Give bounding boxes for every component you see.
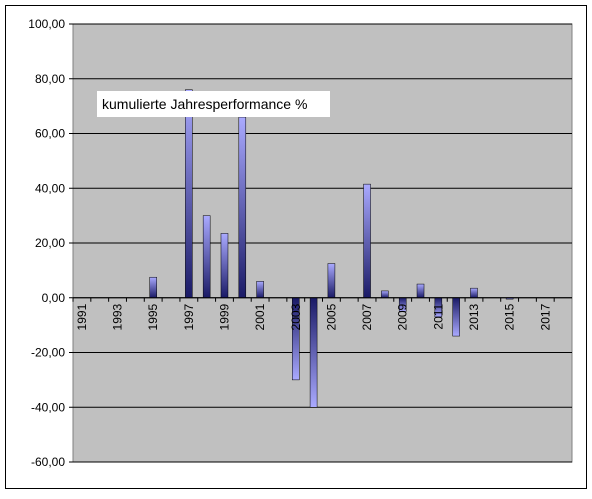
x-tick-label: 2013 bbox=[467, 303, 481, 330]
x-tick-label: 2003 bbox=[289, 303, 303, 330]
annotation: kumulierte Jahresperformance % bbox=[102, 96, 307, 112]
x-tick-label: 2015 bbox=[503, 303, 517, 330]
bar bbox=[381, 290, 389, 298]
y-tick-label: 60,00 bbox=[35, 127, 65, 141]
bar bbox=[185, 89, 193, 298]
bar bbox=[309, 297, 318, 408]
x-tick-label: 2009 bbox=[396, 303, 410, 330]
bar bbox=[363, 183, 371, 298]
grid bbox=[69, 23, 572, 463]
bar bbox=[220, 233, 229, 298]
x-tick-label: 2017 bbox=[538, 303, 552, 330]
y-tick-label: 0,00 bbox=[42, 291, 66, 305]
bar bbox=[149, 276, 157, 298]
bar bbox=[256, 281, 264, 299]
labels: -60,00 -40,00 -20,00 0,00 20,00 40,00 60,00 80,… bbox=[28, 17, 572, 469]
y-tick-label: -40,00 bbox=[31, 400, 65, 414]
bar bbox=[470, 287, 478, 299]
y-tick-label: 20,00 bbox=[35, 236, 65, 250]
annotation-box bbox=[97, 91, 330, 117]
bar bbox=[416, 283, 425, 298]
y-tick-label: 100,00 bbox=[28, 17, 65, 31]
bar bbox=[238, 116, 247, 298]
x-tick-label: 1995 bbox=[146, 303, 160, 330]
x-tick-label: 1999 bbox=[217, 303, 231, 330]
bar bbox=[452, 297, 460, 337]
y-tick-label: -20,00 bbox=[31, 346, 65, 360]
x-tick-label: 1997 bbox=[182, 303, 196, 330]
bars bbox=[149, 89, 514, 408]
bar bbox=[327, 263, 336, 298]
y-tick-label: -60,00 bbox=[31, 455, 65, 469]
x-tick-label: 2011 bbox=[431, 303, 445, 329]
x-tick-label: 2005 bbox=[324, 303, 338, 330]
x-tick-label: 1993 bbox=[111, 303, 125, 330]
bar bbox=[202, 215, 211, 298]
y-tick-label: 40,00 bbox=[35, 181, 65, 195]
y-tick-label: 80,00 bbox=[35, 72, 65, 86]
x-tick-label: 2001 bbox=[253, 303, 267, 330]
x-tick-label: 2007 bbox=[360, 303, 374, 330]
x-tick-label: 1991 bbox=[75, 303, 89, 330]
